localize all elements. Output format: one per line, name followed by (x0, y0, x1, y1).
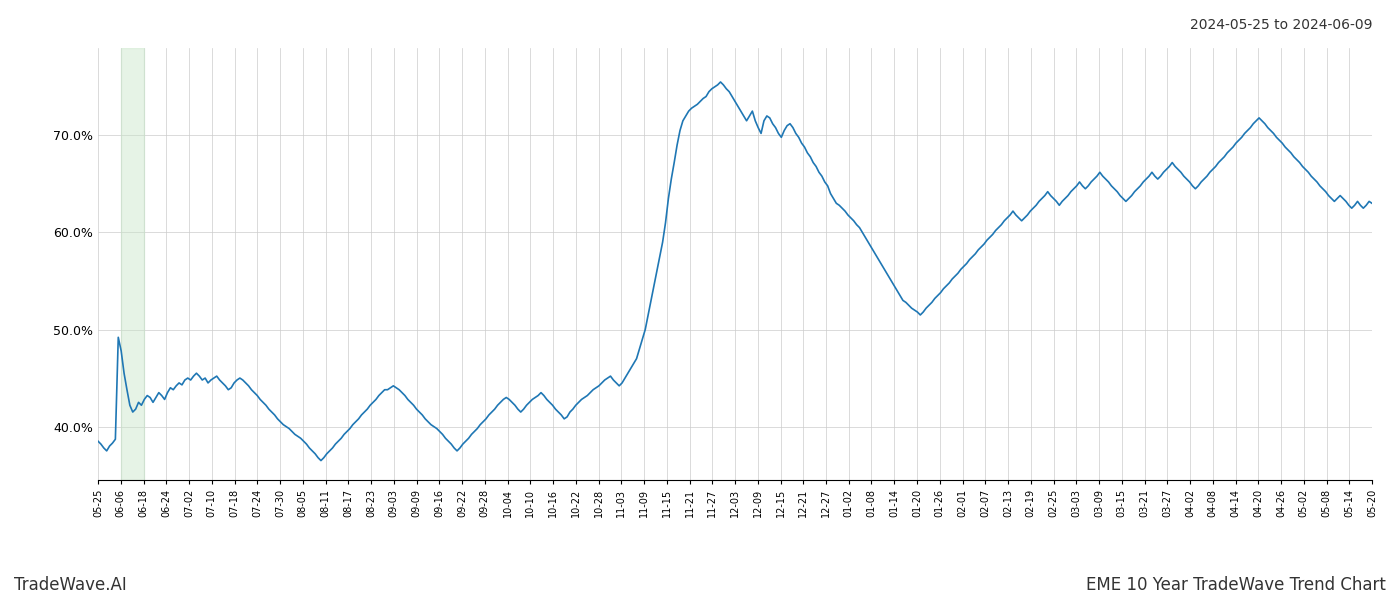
Text: TradeWave.AI: TradeWave.AI (14, 576, 127, 594)
Bar (120, 48, 143, 480)
Text: 2024-05-25 to 2024-06-09: 2024-05-25 to 2024-06-09 (1190, 18, 1372, 32)
Text: EME 10 Year TradeWave Trend Chart: EME 10 Year TradeWave Trend Chart (1086, 576, 1386, 594)
